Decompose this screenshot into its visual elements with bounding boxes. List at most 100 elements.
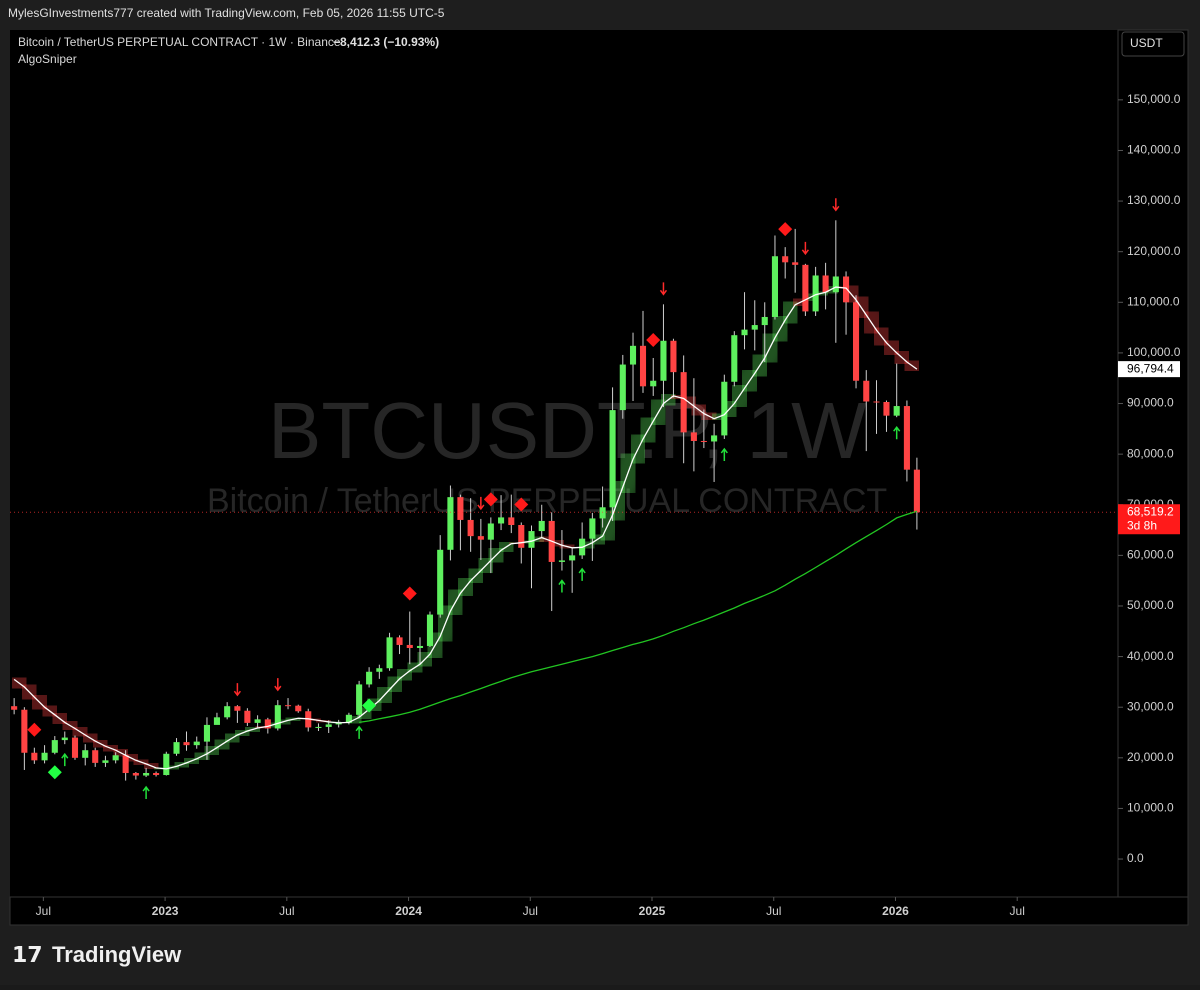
candle-body xyxy=(416,645,424,648)
candle-body xyxy=(518,524,525,548)
candle-body xyxy=(589,518,596,539)
candle-body xyxy=(538,520,545,532)
candle-body xyxy=(295,705,302,712)
candle-body xyxy=(599,507,606,519)
indicator-name: AlgoSniper xyxy=(18,52,77,66)
candle-body xyxy=(254,719,261,723)
ma-line xyxy=(13,286,918,770)
candle-body xyxy=(143,772,150,776)
candle-body xyxy=(558,560,565,562)
candle-body xyxy=(731,335,738,382)
long-ma-line xyxy=(359,510,918,724)
candle-body xyxy=(356,684,363,715)
candle-body xyxy=(21,709,28,753)
down-arrow xyxy=(233,683,241,697)
candle-body xyxy=(863,380,870,402)
up-arrow xyxy=(578,567,586,581)
y-tick-label: 110,000.0 xyxy=(1127,294,1180,308)
candle-body xyxy=(153,772,160,776)
candle-body xyxy=(913,469,920,513)
currency[interactable]: USDT xyxy=(1130,36,1163,50)
y-tick-label: 10,000.0 xyxy=(1127,801,1174,815)
candle-body xyxy=(61,737,68,741)
candle-body xyxy=(751,325,758,330)
candle-body xyxy=(680,372,687,433)
candle-body xyxy=(345,714,352,723)
buy-diamond xyxy=(47,765,62,780)
watermark-name: Bitcoin / TetherUS PERPETUAL CONTRACT xyxy=(207,482,887,520)
price-label: 68,519.2 xyxy=(1127,504,1174,518)
candle-body xyxy=(132,772,139,776)
y-tick-label: 100,000.0 xyxy=(1127,345,1181,359)
candle-body xyxy=(721,381,728,436)
up-arrow xyxy=(893,425,901,440)
candle-body xyxy=(31,752,38,761)
price-axis xyxy=(1117,29,1189,898)
candle-body xyxy=(163,753,170,776)
x-tick-label: Jul xyxy=(1010,904,1025,918)
candle-body xyxy=(802,264,809,312)
symbol-legend: Bitcoin / TetherUS PERPETUAL CONTRACT · … xyxy=(18,35,341,49)
candle-body xyxy=(102,760,109,763)
candle-body xyxy=(224,706,231,718)
candle-body xyxy=(650,380,657,387)
sell-diamond xyxy=(646,332,661,347)
candle-body xyxy=(852,302,860,381)
candle-body xyxy=(447,497,454,550)
y-tick-label: 0.0 xyxy=(1127,851,1144,865)
up-arrow xyxy=(61,752,69,767)
candle-body xyxy=(213,717,220,725)
sell-diamond xyxy=(778,222,793,237)
plot xyxy=(0,198,1118,800)
y-tick-label: 130,000.0 xyxy=(1127,193,1181,207)
candle-body xyxy=(670,340,677,373)
candle-body xyxy=(325,724,332,727)
up-arrow xyxy=(142,785,150,800)
candle-body xyxy=(903,406,910,470)
candle-body xyxy=(792,262,799,265)
candle-body xyxy=(782,256,789,263)
candle-body xyxy=(609,410,616,508)
sell-diamond xyxy=(402,586,417,601)
candle-body xyxy=(11,706,18,710)
up-arrow xyxy=(558,579,566,593)
y-tick-label: 30,000.0 xyxy=(1127,699,1174,713)
candle-body xyxy=(183,742,190,746)
x-tick-label: 2026 xyxy=(882,904,909,918)
candle-body xyxy=(386,637,393,669)
candle-body xyxy=(284,705,292,707)
candle-body xyxy=(639,345,647,387)
x-tick-label: Jul xyxy=(36,904,51,918)
countdown: 3d 8h xyxy=(1127,518,1157,532)
candle-body xyxy=(761,316,768,326)
currency-button[interactable] xyxy=(1121,31,1185,57)
change: −8,412.3 (−10.93%) xyxy=(333,35,439,49)
watermark-symbol: BTCUSDT.P, 1W xyxy=(268,386,867,475)
y-tick-label: 120,000.0 xyxy=(1127,244,1181,258)
candle-body xyxy=(122,755,129,773)
y-tick-label: 50,000.0 xyxy=(1127,598,1174,612)
down-arrow xyxy=(274,678,282,692)
candle-body xyxy=(569,555,576,561)
candle-body xyxy=(660,340,667,381)
candle-body xyxy=(477,536,484,540)
candle-body xyxy=(71,737,79,758)
y-tick-label: 40,000.0 xyxy=(1127,649,1174,663)
y-tick-label: 140,000.0 xyxy=(1127,143,1181,157)
candle-body xyxy=(822,275,829,293)
price-label: 96,794.4 xyxy=(1127,361,1174,375)
buy-diamond xyxy=(362,698,377,713)
x-tick-label: Jul xyxy=(523,904,538,918)
candle-body xyxy=(711,435,718,442)
candle-body xyxy=(508,517,515,525)
candle-body xyxy=(629,345,637,365)
up-arrow xyxy=(355,725,363,739)
candle-body xyxy=(203,724,211,742)
x-tick-label: 2023 xyxy=(152,904,179,918)
candle-body xyxy=(528,531,535,548)
y-tick-label: 80,000.0 xyxy=(1127,446,1174,460)
down-arrow xyxy=(477,496,485,511)
candle-body xyxy=(873,401,880,403)
